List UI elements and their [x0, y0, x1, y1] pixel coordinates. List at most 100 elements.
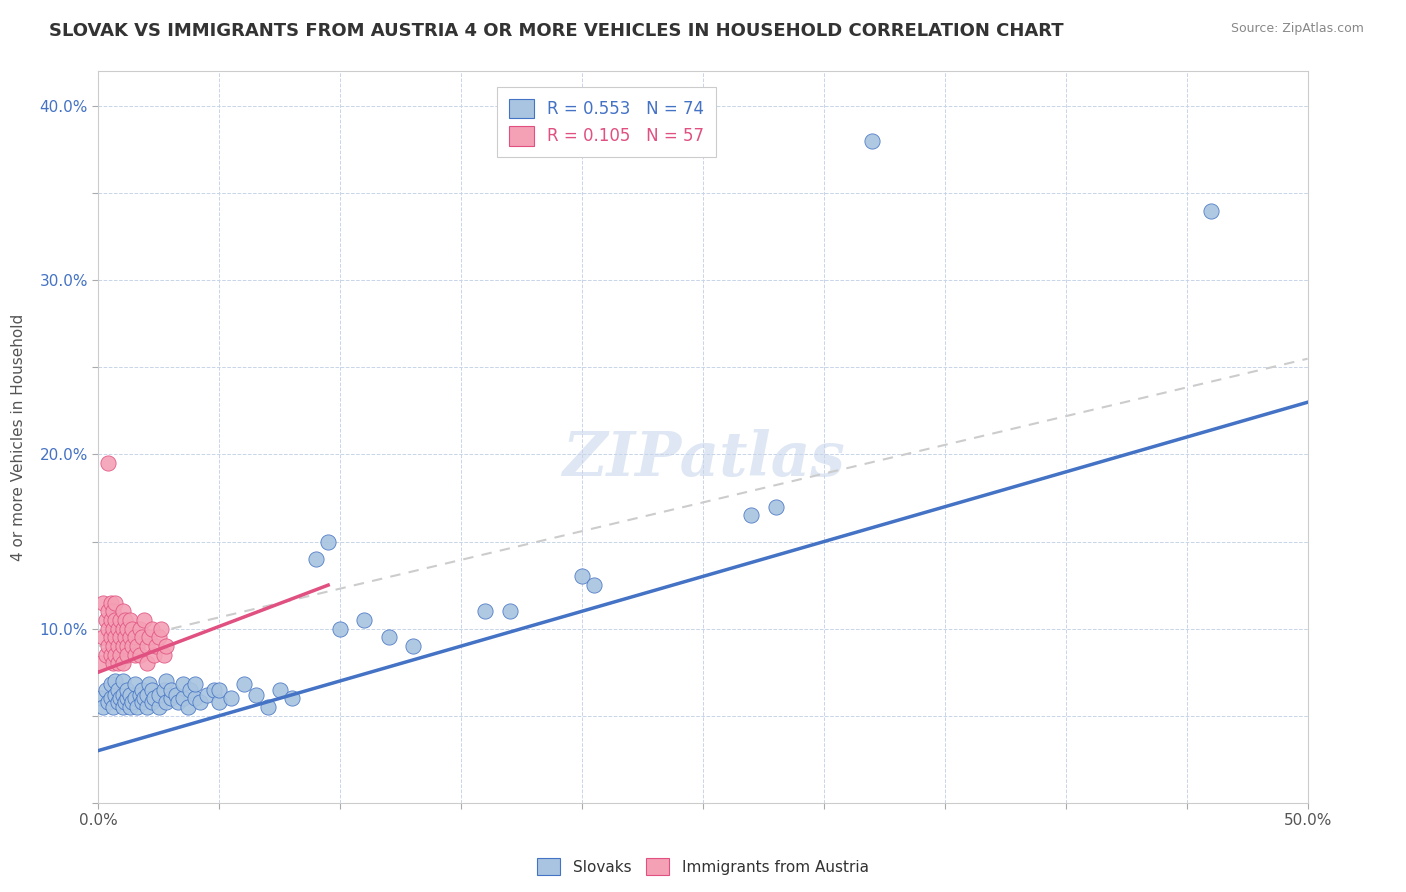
Point — [114, 613, 136, 627]
Point — [111, 604, 134, 618]
Text: ZIPatlas: ZIPatlas — [561, 429, 845, 489]
Point — [124, 691, 146, 706]
Point — [114, 695, 136, 709]
Point — [91, 631, 114, 645]
Point — [1199, 203, 1222, 218]
Y-axis label: 4 or more Vehicles in Household: 4 or more Vehicles in Household — [11, 313, 25, 561]
Point — [134, 613, 156, 627]
Point — [127, 700, 149, 714]
Point — [184, 691, 207, 706]
Point — [100, 648, 122, 662]
Point — [111, 657, 134, 671]
Point — [134, 691, 156, 706]
Point — [107, 639, 129, 653]
Point — [118, 700, 141, 714]
Point — [152, 682, 174, 697]
Point — [155, 639, 177, 653]
Point — [329, 622, 352, 636]
Point — [305, 552, 328, 566]
Point — [101, 700, 124, 714]
Point — [148, 688, 170, 702]
Point — [148, 631, 170, 645]
Point — [108, 648, 131, 662]
Point — [121, 622, 143, 636]
Point — [184, 677, 207, 691]
Point — [124, 631, 146, 645]
Point — [195, 688, 218, 702]
Point — [90, 691, 112, 706]
Point — [128, 622, 150, 636]
Point — [402, 639, 425, 653]
Point — [583, 578, 606, 592]
Text: SLOVAK VS IMMIGRANTS FROM AUSTRIA 4 OR MORE VEHICLES IN HOUSEHOLD CORRELATION CH: SLOVAK VS IMMIGRANTS FROM AUSTRIA 4 OR M… — [49, 22, 1064, 40]
Point — [245, 688, 267, 702]
Point — [111, 622, 134, 636]
Point — [131, 631, 153, 645]
Point — [141, 682, 163, 697]
Point — [108, 631, 131, 645]
Point — [111, 688, 134, 702]
Point — [101, 604, 124, 618]
Point — [571, 569, 593, 583]
Point — [143, 691, 166, 706]
Point — [101, 639, 124, 653]
Point — [141, 622, 163, 636]
Point — [94, 648, 117, 662]
Point — [353, 613, 375, 627]
Point — [135, 688, 157, 702]
Point — [100, 613, 122, 627]
Point — [121, 695, 143, 709]
Point — [111, 673, 134, 688]
Point — [160, 682, 183, 697]
Point — [128, 648, 150, 662]
Point — [127, 639, 149, 653]
Point — [208, 682, 231, 697]
Point — [135, 657, 157, 671]
Point — [124, 677, 146, 691]
Point — [91, 700, 114, 714]
Point — [131, 682, 153, 697]
Point — [117, 622, 139, 636]
Point — [118, 688, 141, 702]
Point — [100, 595, 122, 609]
Point — [108, 691, 131, 706]
Point — [100, 691, 122, 706]
Point — [97, 604, 120, 618]
Point — [97, 622, 120, 636]
Point — [143, 648, 166, 662]
Point — [104, 595, 127, 609]
Point — [101, 657, 124, 671]
Point — [155, 695, 177, 709]
Point — [316, 534, 339, 549]
Point — [90, 657, 112, 671]
Point — [94, 682, 117, 697]
Point — [97, 639, 120, 653]
Point — [108, 613, 131, 627]
Point — [100, 677, 122, 691]
Point — [135, 700, 157, 714]
Point — [740, 508, 762, 523]
Point — [281, 691, 304, 706]
Point — [107, 622, 129, 636]
Point — [104, 631, 127, 645]
Point — [104, 673, 127, 688]
Point — [165, 688, 187, 702]
Point — [117, 648, 139, 662]
Point — [117, 639, 139, 653]
Point — [167, 695, 190, 709]
Point — [135, 639, 157, 653]
Point — [221, 691, 243, 706]
Point — [474, 604, 496, 618]
Point — [148, 700, 170, 714]
Point — [232, 677, 254, 691]
Point — [172, 691, 194, 706]
Point — [97, 695, 120, 709]
Point — [204, 682, 226, 697]
Point — [107, 657, 129, 671]
Point — [152, 648, 174, 662]
Point — [101, 622, 124, 636]
Point — [172, 677, 194, 691]
Point — [104, 648, 127, 662]
Point — [138, 677, 160, 691]
Text: Source: ZipAtlas.com: Source: ZipAtlas.com — [1230, 22, 1364, 36]
